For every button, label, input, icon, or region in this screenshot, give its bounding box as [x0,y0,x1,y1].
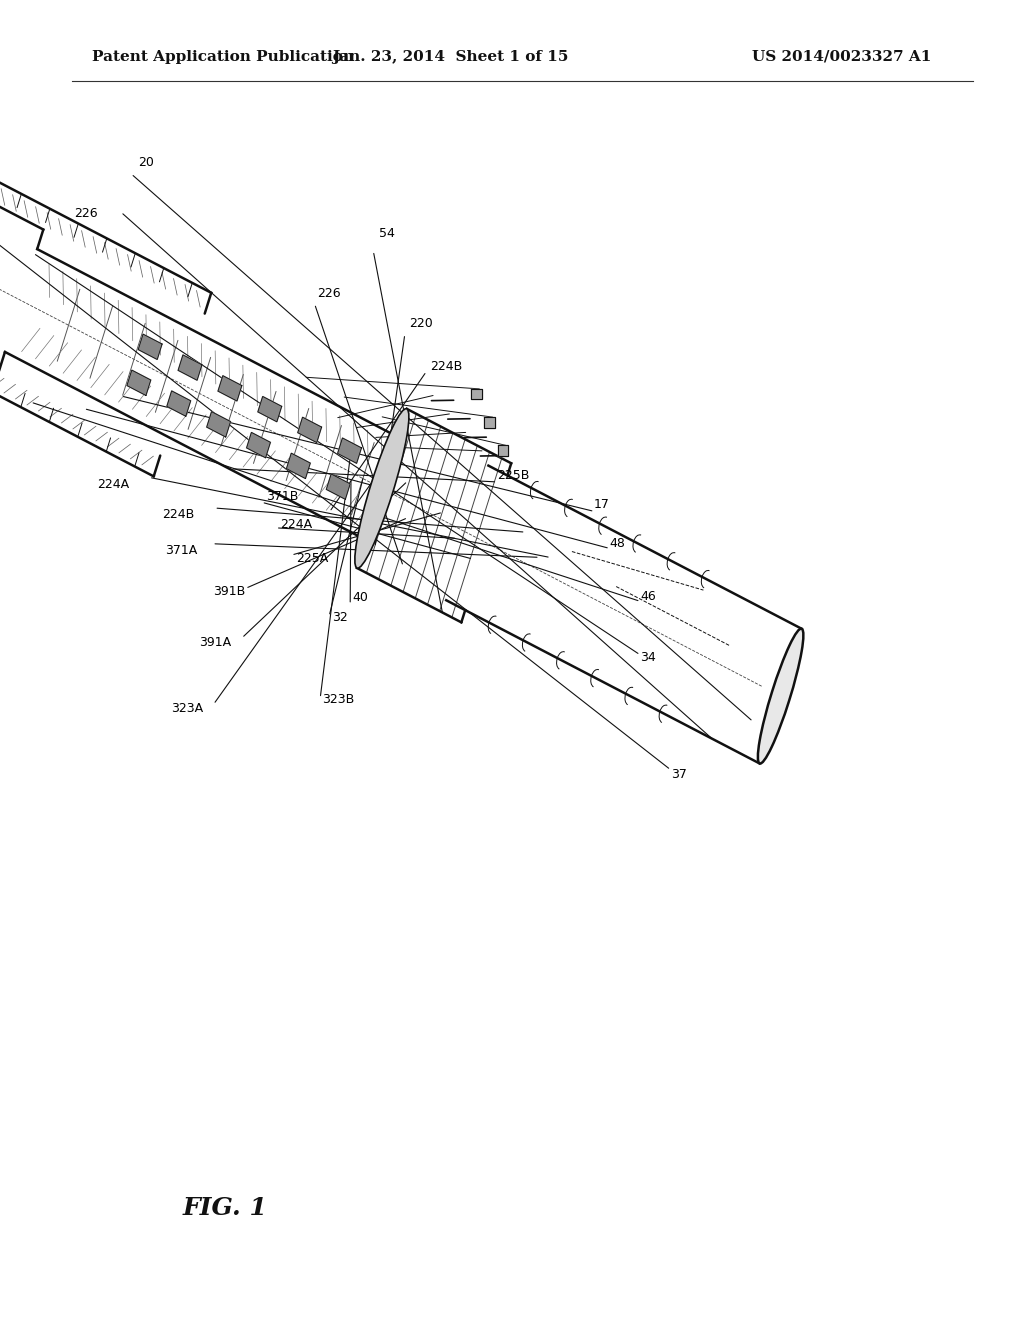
Text: Patent Application Publication: Patent Application Publication [92,50,354,63]
Polygon shape [287,453,310,479]
Text: 391A: 391A [200,636,231,649]
Text: Jan. 23, 2014  Sheet 1 of 15: Jan. 23, 2014 Sheet 1 of 15 [333,50,568,63]
Polygon shape [471,389,482,400]
Text: 46: 46 [640,590,655,603]
Polygon shape [127,370,151,396]
Text: 220: 220 [410,317,433,330]
Polygon shape [498,445,508,455]
Text: 40: 40 [352,591,369,605]
Text: 17: 17 [594,498,610,511]
Polygon shape [338,438,361,463]
Text: 371B: 371B [266,490,299,503]
Text: FIG. 1: FIG. 1 [183,1196,267,1220]
Polygon shape [298,417,322,442]
Ellipse shape [355,409,409,568]
Text: 224B: 224B [163,508,195,521]
Polygon shape [247,433,270,458]
Text: 226: 226 [317,286,341,300]
Text: 224A: 224A [97,478,129,491]
Text: 32: 32 [332,611,347,624]
Polygon shape [207,412,230,437]
Text: 48: 48 [609,537,626,550]
Text: 225A: 225A [296,552,328,565]
Text: 224B: 224B [430,360,462,374]
Text: 323B: 323B [323,693,354,706]
Polygon shape [138,334,162,359]
Text: 224A: 224A [281,517,312,531]
Text: 323A: 323A [171,702,203,715]
Text: US 2014/0023327 A1: US 2014/0023327 A1 [753,50,932,63]
Text: 391B: 391B [214,585,246,598]
Polygon shape [178,355,202,380]
Text: 37: 37 [671,768,687,781]
Text: 371A: 371A [166,544,198,557]
Text: 225B: 225B [497,469,529,482]
Text: 54: 54 [379,227,395,240]
Polygon shape [167,391,190,416]
Text: 20: 20 [138,156,155,169]
Text: 34: 34 [640,651,655,664]
Polygon shape [327,474,350,499]
Text: 226: 226 [74,207,97,220]
Polygon shape [258,396,282,422]
Ellipse shape [758,628,804,763]
Polygon shape [218,376,242,401]
Polygon shape [484,417,495,428]
